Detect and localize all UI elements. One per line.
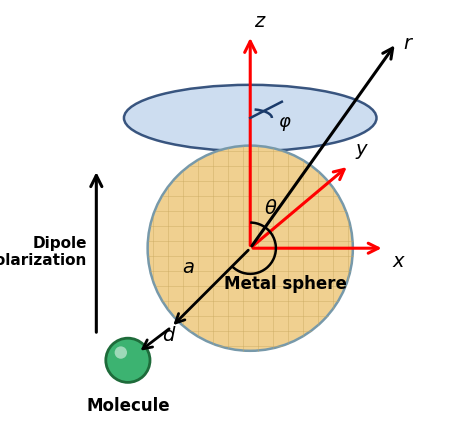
Text: $a$: $a$ — [182, 258, 195, 278]
Text: Molecule: Molecule — [86, 397, 170, 415]
Text: Metal sphere: Metal sphere — [224, 275, 347, 293]
Text: $y$: $y$ — [355, 142, 369, 162]
Circle shape — [106, 338, 150, 382]
Circle shape — [147, 146, 353, 351]
Text: Dipole
polarization: Dipole polarization — [0, 236, 87, 268]
Circle shape — [115, 346, 127, 359]
Text: $x$: $x$ — [392, 252, 407, 271]
Text: $r$: $r$ — [402, 34, 414, 53]
Text: $\theta$: $\theta$ — [264, 199, 278, 218]
Text: $\varphi$: $\varphi$ — [278, 114, 292, 133]
Text: $z$: $z$ — [254, 12, 267, 31]
Text: $d$: $d$ — [162, 326, 176, 346]
Ellipse shape — [124, 85, 376, 151]
